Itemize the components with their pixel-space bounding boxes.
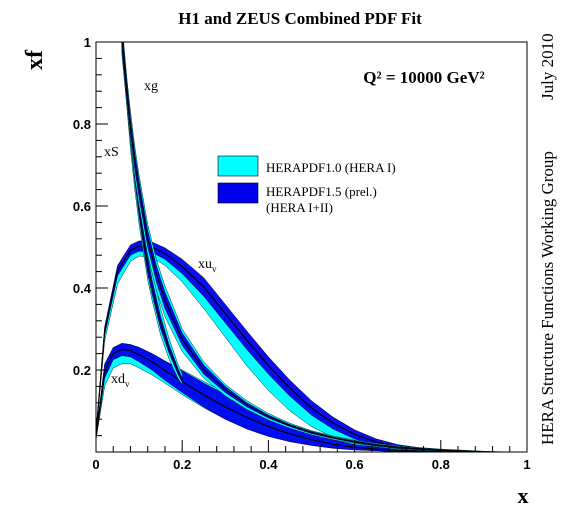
x-axis-label: x bbox=[518, 483, 529, 508]
legend-label-herapdf15-line1: HERAPDF1.5 (prel.) bbox=[266, 184, 377, 199]
x-tick-label: 0.4 bbox=[259, 457, 278, 472]
y-tick-label: 0.8 bbox=[73, 117, 91, 132]
curve-label-xg: xg bbox=[144, 79, 158, 94]
y-axis-label: xf bbox=[22, 49, 48, 70]
legend-swatch-herapdf15 bbox=[217, 182, 259, 204]
x-tick-label: 0.6 bbox=[346, 457, 364, 472]
y-tick-label: 0.6 bbox=[73, 199, 91, 214]
y-tick-label: 0.2 bbox=[73, 363, 91, 378]
y-tick-label: 0.4 bbox=[73, 281, 92, 296]
x-tick-label: 1 bbox=[523, 457, 530, 472]
legend-label-herapdf15-line2: (HERA I+II) bbox=[266, 200, 333, 215]
curve-label-xuv: xuv bbox=[198, 257, 217, 274]
x-tick-label: 0.8 bbox=[432, 457, 450, 472]
q2-annotation: Q² = 10000 GeV² bbox=[363, 68, 484, 87]
group-side-label: HERA Structure Functions Working Group bbox=[538, 151, 557, 445]
x-tick-label: 0 bbox=[92, 457, 99, 472]
chart-title: H1 and ZEUS Combined PDF Fit bbox=[178, 9, 422, 28]
legend-swatch-herapdf10 bbox=[217, 155, 259, 177]
curve-label-xS: xS bbox=[104, 145, 119, 160]
y-tick-label: 1 bbox=[84, 35, 91, 50]
curve-label-xdv: xdv bbox=[111, 372, 130, 389]
legend-label-herapdf10: HERAPDF1.0 (HERA I) bbox=[266, 160, 396, 175]
central-line-xu_v bbox=[96, 245, 484, 452]
legend: HERAPDF1.0 (HERA I) HERAPDF1.5 (prel.) (… bbox=[217, 155, 396, 215]
date-side-label: July 2010 bbox=[538, 33, 557, 100]
central-line-xS bbox=[121, 42, 506, 452]
x-tick-label: 0.2 bbox=[173, 457, 191, 472]
plot-frame bbox=[95, 41, 528, 453]
central-line-xd_v bbox=[96, 348, 484, 452]
